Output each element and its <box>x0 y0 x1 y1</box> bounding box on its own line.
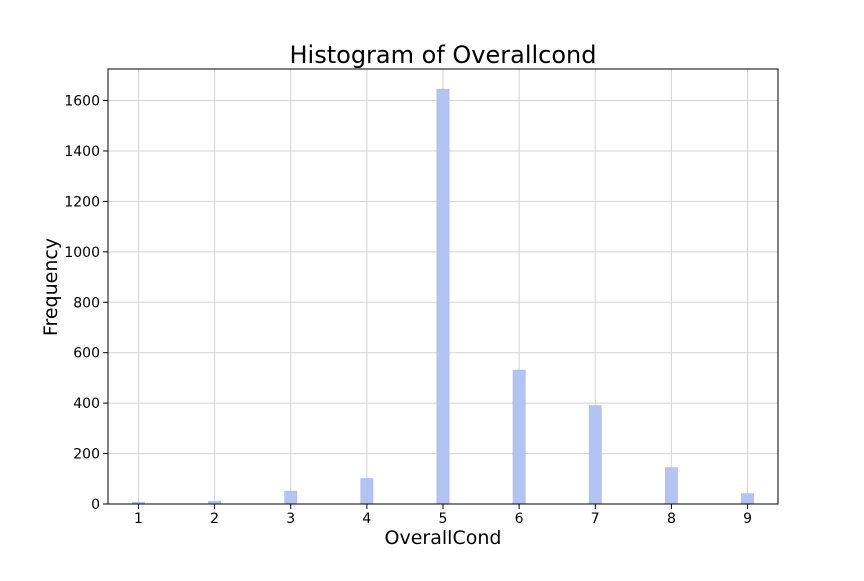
y-tick-label-4: 600 <box>73 346 100 362</box>
x-axis-label: OverallCond <box>385 527 502 549</box>
x-tick-label-8: 8 <box>667 511 676 527</box>
histogram-bar-4 <box>360 478 374 505</box>
chart-title: Histogram of Overallcond <box>290 41 597 69</box>
x-tick-label-5: 5 <box>439 511 448 527</box>
x-tick-label-1: 1 <box>134 511 143 527</box>
x-tick-label-9: 9 <box>743 511 752 527</box>
y-tick-label-3: 400 <box>73 396 100 412</box>
y-tick-label-7: 1200 <box>64 194 100 210</box>
x-tick-label-4: 4 <box>362 511 371 527</box>
histogram-bar-5 <box>436 88 450 505</box>
x-tick-label-2: 2 <box>210 511 219 527</box>
histogram-bar-8 <box>665 467 678 505</box>
y-tick-label-6: 1000 <box>64 245 100 261</box>
x-tick-label-3: 3 <box>286 511 295 527</box>
histogram-bar-6 <box>512 369 526 505</box>
histogram-bar-3 <box>284 490 298 505</box>
y-tick-label-1: 0 <box>91 497 100 513</box>
y-tick-label-9: 1600 <box>64 94 100 110</box>
y-tick-label-2: 200 <box>73 447 100 463</box>
x-axis-ticks: 1 2 3 4 5 6 7 8 9 <box>134 504 752 527</box>
histogram-bars <box>132 88 754 505</box>
y-axis-label: Frequency <box>40 238 62 336</box>
y-axis-ticks: 0 200 400 600 800 1000 1200 1400 1600 <box>64 94 108 513</box>
x-tick-label-6: 6 <box>515 511 524 527</box>
y-tick-label-5: 800 <box>73 295 100 311</box>
histogram-bar-9 <box>741 493 754 505</box>
histogram-bar-7 <box>588 405 602 505</box>
y-tick-label-8: 1400 <box>64 144 100 160</box>
x-tick-label-7: 7 <box>591 511 600 527</box>
